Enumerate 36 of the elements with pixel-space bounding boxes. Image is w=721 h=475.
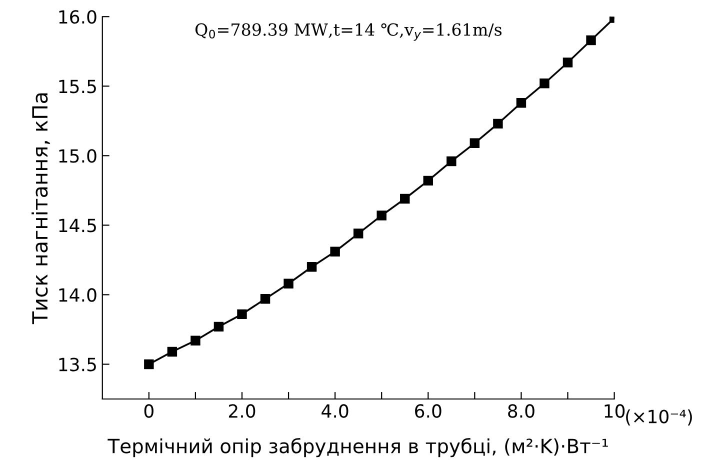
point: [353, 228, 364, 238]
y-tick-label: 15.5: [59, 80, 96, 94]
point: [260, 294, 270, 304]
point: [376, 210, 386, 220]
point: [167, 346, 178, 357]
point: [562, 58, 573, 68]
x-tick-label: 4.0: [322, 404, 348, 418]
x-tick-label: 6.0: [415, 404, 442, 418]
point: [470, 138, 480, 148]
text: (×10⁻⁴): [626, 409, 692, 426]
point: [586, 35, 596, 46]
point: [516, 98, 526, 108]
y-tick-label: 13.5: [59, 358, 96, 372]
x-axis-title: Термічний опір забруднення в трубці, (м²·K)·Вт⁻¹: [108, 438, 608, 458]
x-tick-label: 10: [604, 404, 625, 418]
y-tick-label: 14.0: [59, 288, 96, 302]
point: [214, 322, 224, 332]
x-tick-label: 8.0: [508, 404, 534, 418]
y-tick-label: 14.5: [59, 218, 96, 232]
annotation: Q$_{0}$=789.39 MW,t=14 ℃,v$_{y}$=1.61m/s: [195, 23, 502, 41]
y-tick-label: 16.0: [59, 10, 96, 24]
x-tick-label: 2.0: [228, 404, 256, 418]
point: [540, 78, 550, 88]
x-tick-label: 0: [144, 404, 154, 418]
y-axis-title: Тиск нагнітання, кПа: [32, 93, 50, 324]
point: [400, 194, 410, 204]
point: [284, 278, 294, 288]
point: [446, 156, 456, 166]
point: [330, 246, 340, 256]
point: [237, 309, 247, 320]
point: [190, 336, 200, 346]
point: [144, 359, 154, 370]
point: [423, 176, 434, 186]
y-tick-label: 15.0: [59, 149, 96, 163]
point: [493, 118, 503, 129]
point: [306, 262, 317, 272]
